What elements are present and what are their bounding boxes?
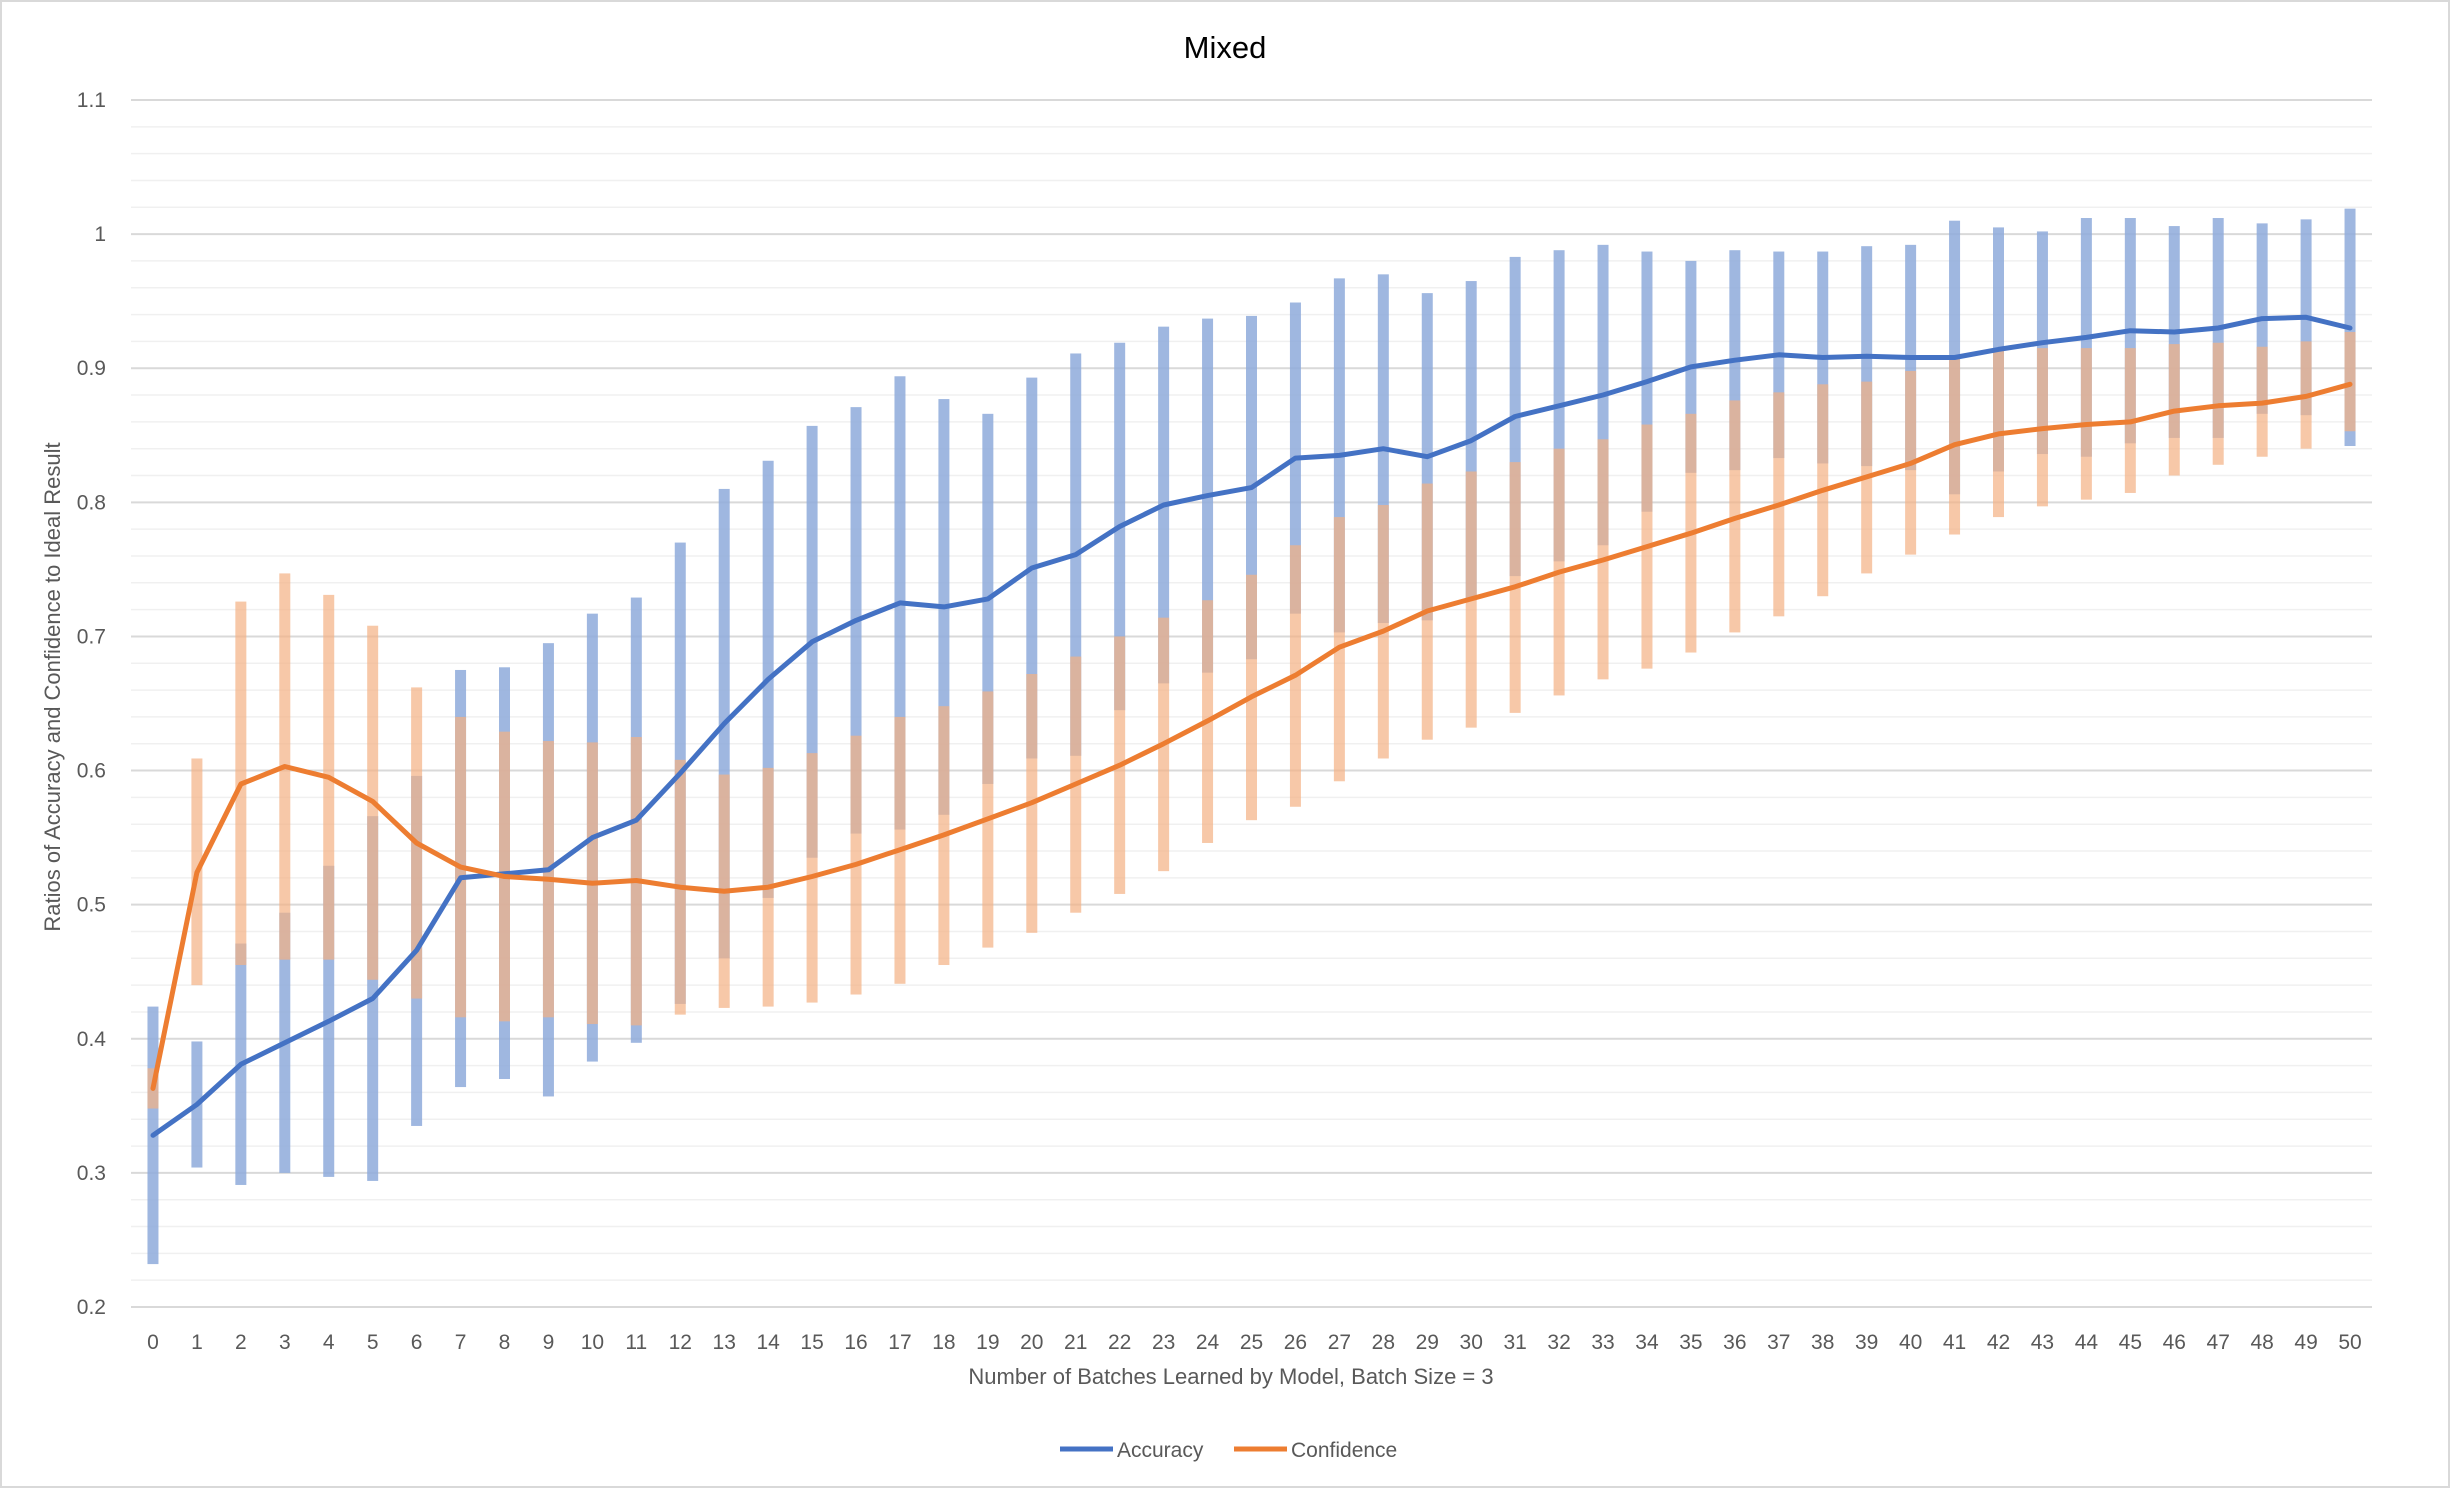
y-tick-label: 0.6 [77,760,106,783]
y-axis-ticks: 0.2 0.3 0.4 0.5 0.6 0.7 0.8 0.9 1 1.1 [77,89,107,1319]
x-tick-label: 19 [976,1331,999,1354]
x-tick-label: 29 [1416,1331,1439,1354]
x-axis-title: Number of Batches Learned by Model, Batc… [968,1364,1493,1389]
x-tick-label: 20 [1020,1331,1043,1354]
x-tick-label: 10 [581,1331,604,1354]
legend-item-accuracy: Accuracy [1060,1439,1204,1462]
x-tick-label: 47 [2207,1331,2230,1354]
y-tick-label: 1 [94,223,106,246]
x-tick-label: 23 [1152,1331,1175,1354]
y-tick-label: 1.1 [77,89,106,112]
y-tick-label: 0.2 [77,1296,106,1319]
x-tick-label: 1 [191,1331,203,1354]
x-tick-label: 16 [844,1331,867,1354]
x-tick-label: 0 [147,1331,159,1354]
x-tick-label: 7 [455,1331,467,1354]
x-tick-label: 49 [2294,1331,2317,1354]
x-tick-label: 37 [1767,1331,1790,1354]
x-tick-label: 5 [367,1331,379,1354]
y-tick-label: 0.3 [77,1162,106,1185]
x-tick-label: 6 [411,1331,423,1354]
x-tick-label: 35 [1679,1331,1702,1354]
x-tick-label: 41 [1943,1331,1966,1354]
x-tick-label: 3 [279,1331,291,1354]
x-tick-label: 36 [1723,1331,1746,1354]
x-tick-label: 46 [2163,1331,2186,1354]
x-tick-label: 4 [323,1331,335,1354]
x-tick-label: 2 [235,1331,247,1354]
x-tick-label: 11 [625,1331,647,1354]
series-line-confidence [150,381,2353,1091]
legend-label-accuracy: Accuracy [1117,1439,1204,1462]
y-tick-label: 0.4 [77,1028,107,1051]
legend-label-confidence: Confidence [1291,1439,1397,1462]
x-tick-label: 50 [2338,1331,2361,1354]
x-tick-label: 27 [1328,1331,1351,1354]
x-tick-label: 40 [1899,1331,1922,1354]
legend-item-confidence: Confidence [1234,1439,1397,1462]
error-bar-confidence [2344,332,2356,432]
series-lines [150,314,2353,1138]
x-tick-label: 22 [1108,1331,1131,1354]
y-tick-label: 0.7 [77,625,106,648]
x-tick-label: 45 [2119,1331,2142,1354]
x-tick-label: 39 [1855,1331,1878,1354]
y-axis-title: Ratios of Accuracy and Confidence to Ide… [40,442,65,931]
x-tick-label: 18 [932,1331,955,1354]
x-tick-label: 13 [713,1331,736,1354]
x-tick-label: 25 [1240,1331,1263,1354]
chart-title: Mixed [1184,30,1267,65]
y-tick-label: 0.9 [77,357,106,380]
x-tick-label: 9 [543,1331,555,1354]
x-tick-label: 14 [756,1331,780,1354]
x-tick-label: 43 [2031,1331,2054,1354]
x-tick-label: 34 [1635,1331,1659,1354]
x-axis-ticks: 0 1 2 3 4 5 6 7 8 9 10 11 12 13 14 15 16 17 18 19 20 21 22 23 24… [147,1331,2362,1354]
y-tick-label: 0.8 [77,491,106,514]
x-tick-label: 12 [669,1331,692,1354]
x-tick-label: 38 [1811,1331,1834,1354]
x-tick-label: 17 [888,1331,911,1354]
x-tick-label: 44 [2075,1331,2099,1354]
x-tick-label: 30 [1460,1331,1483,1354]
x-tick-label: 21 [1064,1331,1087,1354]
x-tick-label: 33 [1591,1331,1614,1354]
x-tick-label: 32 [1547,1331,1570,1354]
x-tick-label: 26 [1284,1331,1307,1354]
x-tick-label: 24 [1196,1331,1220,1354]
x-tick-label: 28 [1372,1331,1395,1354]
x-tick-label: 48 [2250,1331,2273,1354]
x-tick-label: 15 [800,1331,823,1354]
y-tick-label: 0.5 [77,894,106,917]
x-tick-label: 8 [499,1331,511,1354]
legend: Accuracy Confidence [1060,1439,1397,1462]
x-tick-label: 42 [1987,1331,2010,1354]
series-line-accuracy [150,314,2353,1138]
error-bars [147,208,2356,1265]
x-tick-label: 31 [1503,1331,1526,1354]
